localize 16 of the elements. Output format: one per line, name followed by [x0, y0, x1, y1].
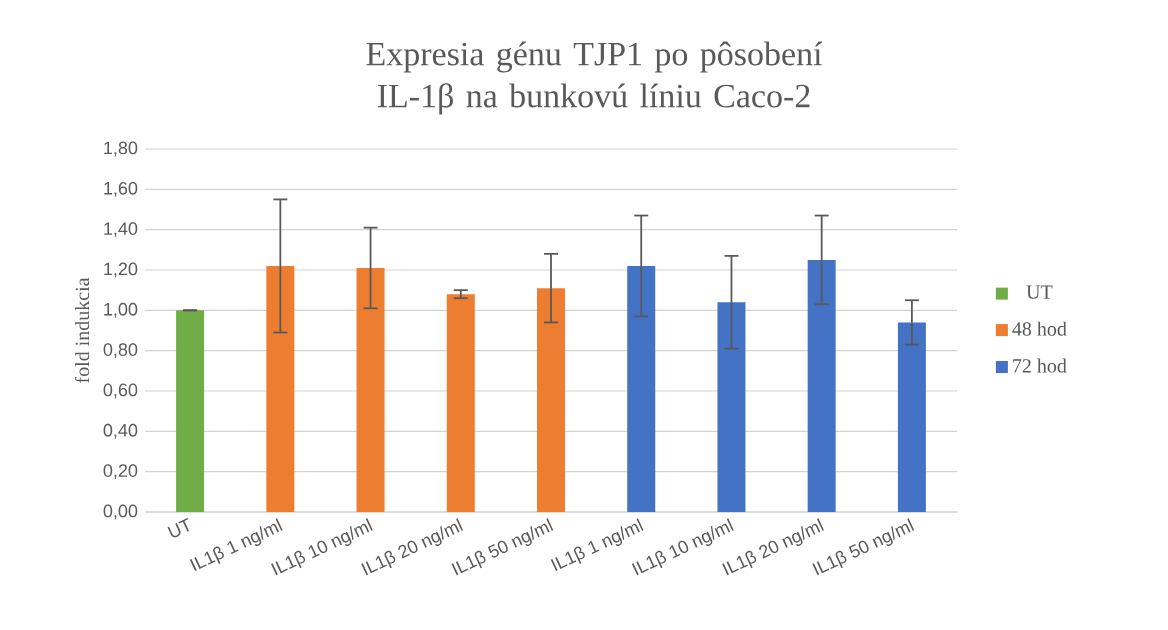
y-tick-label: 0,20	[103, 464, 138, 480]
y-tick-label: 0,40	[103, 423, 138, 439]
y-tick-label: 0,80	[103, 343, 138, 359]
y-axis-title: fold indukcia	[74, 277, 90, 383]
y-tick-label: 1,80	[104, 141, 138, 157]
y-tick-label: 1,40	[104, 222, 138, 238]
y-tick-label: 0,60	[103, 383, 138, 399]
y-tick-label: 0,00	[103, 504, 138, 520]
legend-label: 72 hod	[1013, 358, 1067, 373]
chart-title: Expresia génu TJP1 po pôsobení IL-1β na bunkovú líniu Caco-2	[366, 41, 823, 115]
legend-label: 48 hod	[1012, 321, 1067, 336]
y-tick-label: 1,00	[104, 302, 138, 318]
x-tick-label: UT	[167, 518, 189, 538]
legend-label: UT	[1026, 285, 1053, 299]
y-tick-label: 1,20	[104, 262, 138, 278]
y-tick-label: 1,60	[104, 181, 138, 197]
